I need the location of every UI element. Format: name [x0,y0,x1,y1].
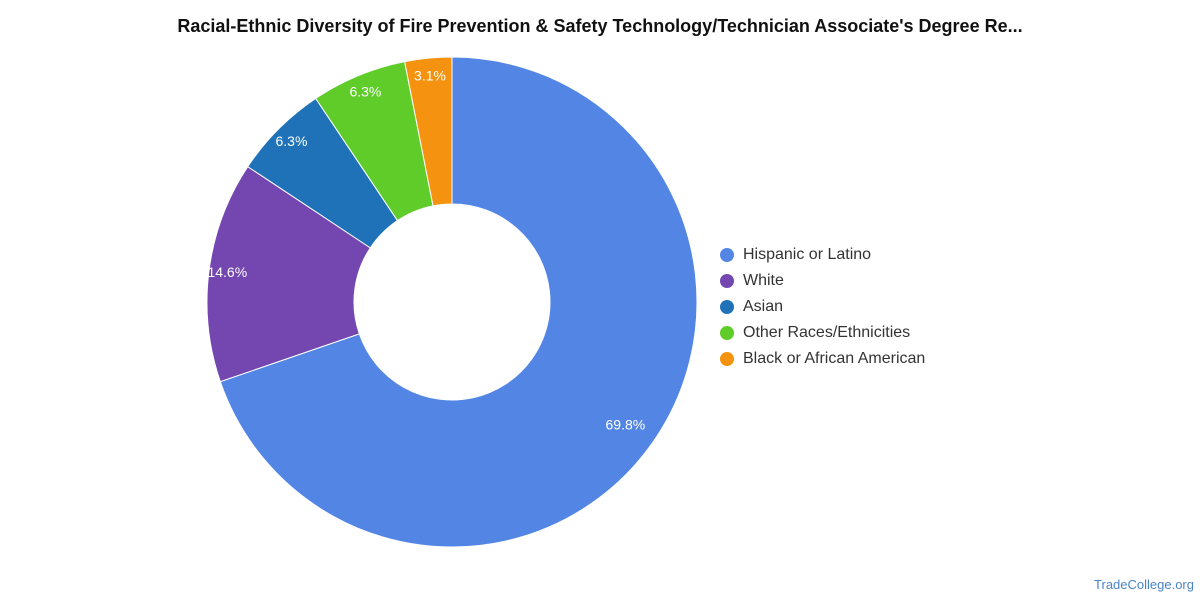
chart-legend: Hispanic or Latino White Asian Other Rac… [720,242,925,372]
slice-label: 3.1% [414,67,446,83]
legend-item-asian[interactable]: Asian [720,294,925,320]
legend-label: Asian [743,298,784,315]
legend-label: White [743,272,784,289]
slice-label: 6.3% [276,133,308,149]
slice-label: 6.3% [349,83,381,99]
pie-slice-hispanic-or-latino[interactable] [219,56,698,548]
legend-swatch-icon [720,248,734,262]
legend-item-white[interactable]: White [720,268,925,294]
legend-item-other-races-ethnicities[interactable]: Other Races/Ethnicities [720,320,925,346]
source-link[interactable]: TradeCollege.org [1094,577,1194,592]
legend-swatch-icon [720,300,734,314]
pie-slice-black-or-african-american[interactable] [404,56,453,207]
legend-label: Black or African American [743,350,926,367]
chart-title: Racial-Ethnic Diversity of Fire Preventi… [177,16,1023,36]
legend-item-black-or-african-american[interactable]: Black or African American [720,346,925,372]
legend-swatch-icon [720,274,734,288]
legend-swatch-icon [720,352,734,366]
slice-label: 14.6% [207,264,247,280]
legend-swatch-icon [720,326,734,340]
slice-label: 69.8% [606,416,646,432]
legend-label: Hispanic or Latino [743,246,872,263]
legend-label: Other Races/Ethnicities [743,324,911,341]
legend-item-hispanic-or-latino[interactable]: Hispanic or Latino [720,242,925,268]
pie-slice-white[interactable] [206,165,372,383]
